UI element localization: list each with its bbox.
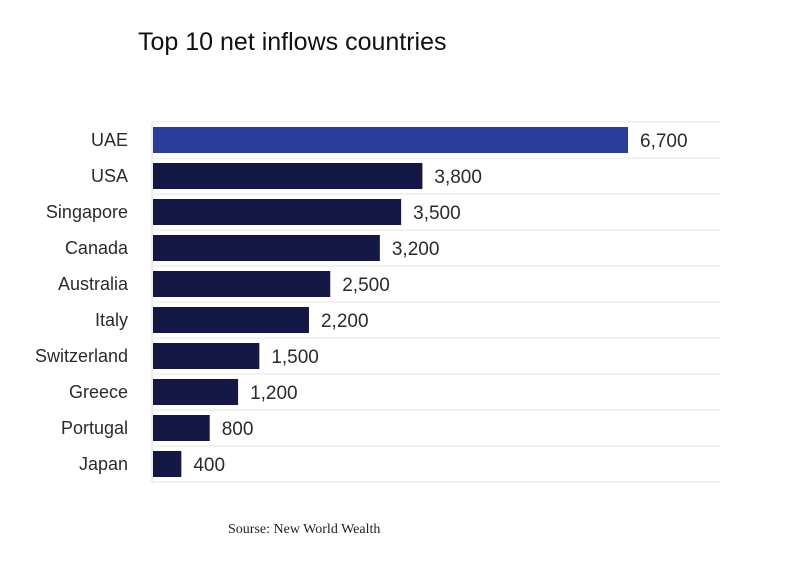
bar-singapore bbox=[153, 199, 402, 225]
bars-layer bbox=[153, 127, 628, 477]
bar-australia bbox=[153, 271, 331, 297]
labels-layer: UAE 6,700 USA 3,800 Singapore 3,500 Canada 3,20… bbox=[35, 130, 688, 476]
bar-portugal bbox=[153, 415, 210, 441]
category-label: Japan bbox=[79, 454, 128, 474]
source-note: Sourse: New World Wealth bbox=[228, 522, 381, 537]
bar-switzerland bbox=[153, 343, 260, 369]
value-label: 3,800 bbox=[434, 167, 482, 188]
category-label: USA bbox=[91, 166, 128, 186]
bar-canada bbox=[153, 235, 380, 261]
value-label: 1,200 bbox=[250, 383, 298, 404]
bar-italy bbox=[153, 307, 309, 333]
value-label: 3,200 bbox=[392, 239, 440, 260]
value-label: 2,200 bbox=[321, 311, 369, 332]
bar-japan bbox=[153, 451, 182, 477]
category-label: Australia bbox=[58, 274, 129, 294]
bar-usa bbox=[153, 163, 423, 189]
category-label: Italy bbox=[95, 310, 128, 330]
value-label: 3,500 bbox=[413, 203, 461, 224]
category-label: Switzerland bbox=[35, 346, 128, 366]
value-label: 800 bbox=[222, 419, 254, 440]
bar-uae bbox=[153, 127, 628, 153]
value-label: 2,500 bbox=[342, 275, 390, 296]
chart-title: Top 10 net inflows countries bbox=[138, 28, 447, 56]
category-label: UAE bbox=[91, 130, 128, 150]
value-label: 6,700 bbox=[640, 131, 688, 152]
grid-layer bbox=[151, 121, 720, 483]
value-label: 400 bbox=[193, 455, 225, 476]
bar-greece bbox=[153, 379, 239, 405]
category-label: Portugal bbox=[61, 418, 128, 438]
value-label: 1,500 bbox=[271, 347, 319, 368]
category-label: Canada bbox=[65, 238, 129, 258]
category-label: Singapore bbox=[46, 202, 128, 222]
category-label: Greece bbox=[69, 382, 128, 402]
